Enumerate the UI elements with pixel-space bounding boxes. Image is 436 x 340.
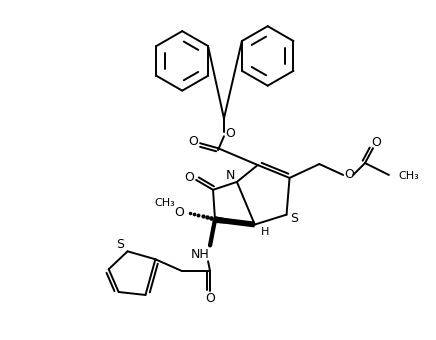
Polygon shape <box>215 216 255 224</box>
Text: S: S <box>116 238 124 251</box>
Text: O: O <box>371 136 381 149</box>
Text: O: O <box>188 135 198 148</box>
Text: O: O <box>344 168 354 182</box>
Text: O: O <box>184 171 194 184</box>
Text: O: O <box>174 206 184 219</box>
Text: O: O <box>225 127 235 140</box>
Text: N: N <box>226 169 235 183</box>
Text: O: O <box>205 292 215 305</box>
Text: CH₃: CH₃ <box>399 171 419 181</box>
Text: S: S <box>290 212 299 225</box>
Text: CH₃: CH₃ <box>154 198 175 208</box>
Text: H: H <box>261 227 269 237</box>
Text: NH: NH <box>191 248 209 261</box>
